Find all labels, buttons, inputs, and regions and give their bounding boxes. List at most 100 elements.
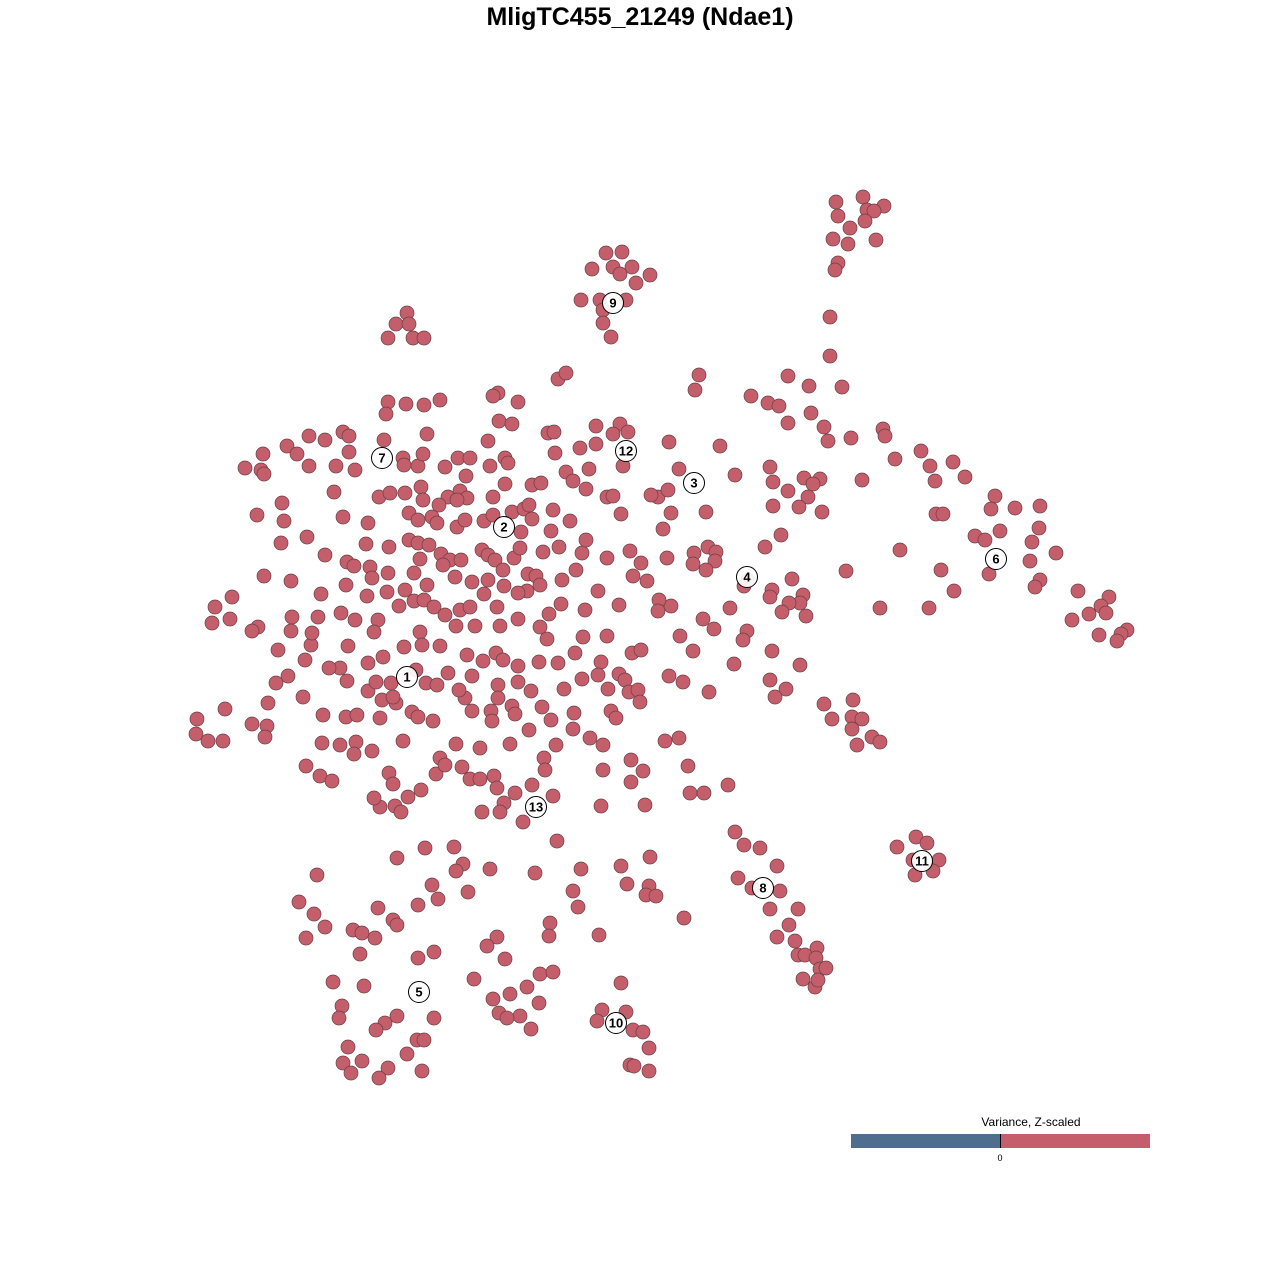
data-point — [406, 565, 422, 581]
data-point — [274, 495, 290, 511]
data-point — [410, 512, 426, 528]
data-point — [379, 584, 395, 600]
data-point — [946, 583, 962, 599]
data-point — [769, 929, 785, 945]
data-point — [780, 483, 796, 499]
data-point — [676, 910, 692, 926]
data-point — [462, 450, 478, 466]
data-point — [600, 681, 616, 697]
data-point — [648, 888, 664, 904]
data-point — [772, 883, 788, 899]
data-point — [485, 388, 501, 404]
data-point — [419, 426, 435, 442]
data-point — [872, 600, 888, 616]
data-point — [784, 571, 800, 587]
data-point — [324, 773, 340, 789]
data-point — [393, 804, 409, 820]
data-point — [448, 736, 464, 752]
cluster-label-badge — [736, 566, 758, 588]
data-point — [401, 316, 417, 332]
data-point — [279, 438, 295, 454]
data-point — [619, 876, 635, 892]
cluster-label-badge — [493, 516, 515, 538]
data-point — [578, 532, 594, 548]
data-point — [389, 917, 405, 933]
data-point — [593, 798, 609, 814]
cluster-label-1: 1 — [396, 666, 418, 688]
data-point — [762, 589, 778, 605]
data-point — [957, 469, 973, 485]
data-point — [289, 446, 305, 462]
data-point — [927, 473, 943, 489]
data-point — [217, 701, 233, 717]
data-point — [453, 552, 469, 568]
data-point — [641, 1063, 657, 1079]
data-point — [364, 570, 380, 586]
data-point — [380, 565, 396, 581]
data-point — [822, 309, 838, 325]
cluster-label-12: 12 — [615, 440, 637, 462]
data-point — [335, 509, 351, 525]
data-point — [769, 858, 785, 874]
data-point — [429, 515, 445, 531]
data-point — [599, 550, 615, 566]
data-point — [306, 906, 322, 922]
data-point — [868, 232, 884, 248]
cluster-label-text: 1 — [403, 670, 410, 685]
data-point — [574, 545, 590, 561]
data-point — [857, 213, 873, 229]
data-point — [933, 562, 949, 578]
data-point — [830, 208, 846, 224]
cluster-label-text: 12 — [619, 444, 633, 459]
data-point — [735, 632, 751, 648]
data-point — [372, 710, 388, 726]
data-point — [413, 479, 429, 495]
data-point — [1048, 545, 1064, 561]
data-point — [502, 986, 518, 1002]
colorbar-high-segment — [1001, 1134, 1150, 1148]
cluster-label-text: 6 — [992, 552, 999, 567]
data-point — [687, 382, 703, 398]
data-point — [730, 870, 746, 886]
data-point — [349, 707, 365, 723]
data-point — [396, 639, 412, 655]
data-point — [451, 682, 467, 698]
data-point — [412, 624, 428, 640]
data-point — [495, 652, 511, 668]
data-point — [603, 329, 619, 345]
data-point — [485, 489, 501, 505]
data-point — [611, 597, 627, 613]
data-point — [341, 444, 357, 460]
data-point — [834, 379, 850, 395]
data-point — [398, 396, 414, 412]
data-point — [431, 497, 447, 513]
data-point — [301, 458, 317, 474]
data-point — [515, 814, 531, 830]
data-point — [578, 481, 594, 497]
data-point — [413, 782, 429, 798]
data-point — [502, 736, 518, 752]
data-point — [1064, 612, 1080, 628]
data-point — [843, 430, 859, 446]
data-point — [605, 488, 621, 504]
data-point — [341, 428, 357, 444]
data-point — [297, 652, 313, 668]
colorbar-low-segment — [851, 1134, 1001, 1148]
cluster-label-8: 8 — [752, 877, 774, 899]
data-point — [416, 330, 432, 346]
cluster-label-text: 5 — [415, 985, 422, 1000]
data-point — [395, 733, 411, 749]
data-point — [458, 468, 474, 484]
data-point — [608, 710, 624, 726]
data-point — [460, 884, 476, 900]
data-point — [472, 740, 488, 756]
data-point — [396, 457, 412, 473]
data-point — [803, 405, 819, 421]
data-point — [347, 612, 363, 628]
data-point — [313, 586, 329, 602]
data-point — [354, 1053, 370, 1069]
data-point — [291, 894, 307, 910]
data-point — [545, 964, 561, 980]
cluster-label-3: 3 — [683, 472, 705, 494]
data-point — [1007, 500, 1023, 516]
